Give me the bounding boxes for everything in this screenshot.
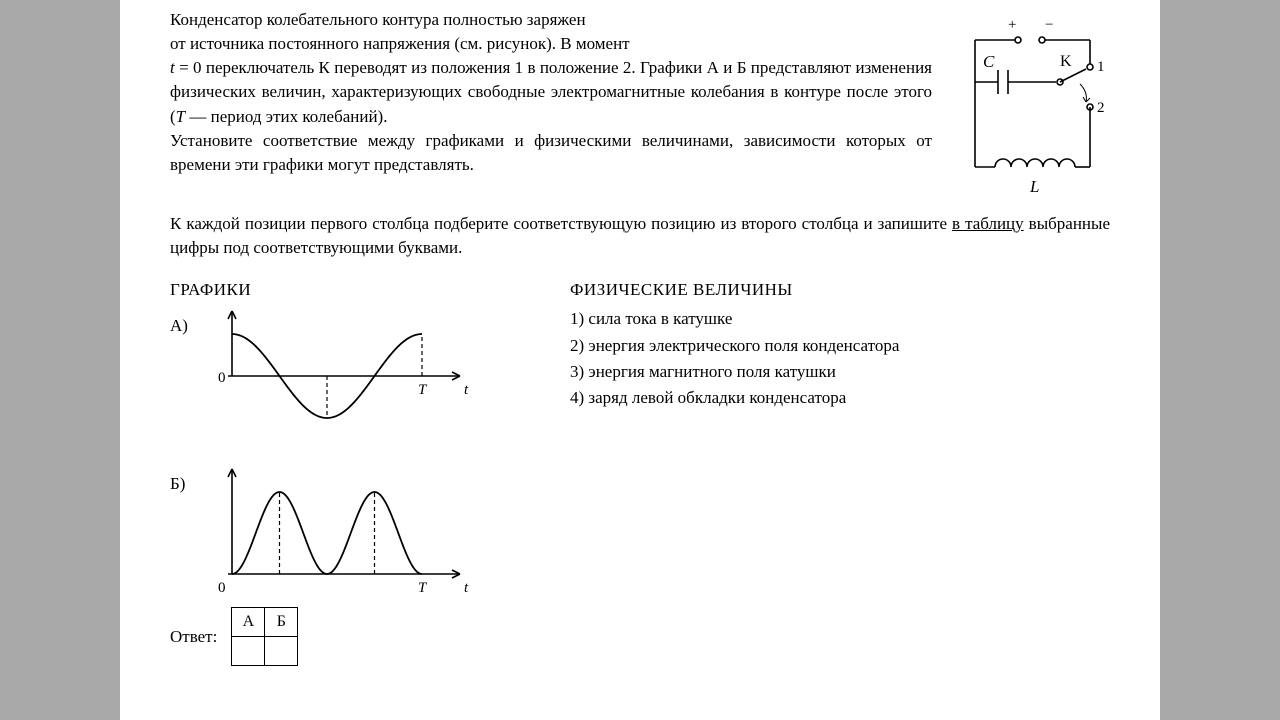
graph-b-block: Б) 0 Tt (170, 464, 530, 599)
answer-table: А Б (231, 607, 298, 666)
plus-sign: + (1008, 17, 1016, 33)
graph-a-block: А) 0 Tt (170, 306, 530, 456)
circuit-svg: + − C K (960, 12, 1110, 202)
quantities-heading: ФИЗИЧЕСКИЕ ВЕЛИЧИНЫ (570, 280, 1110, 300)
quantity-2: 2) энергия электрического поля конденсат… (570, 333, 1110, 359)
p1-rest: Установите соответствие между графиками … (170, 131, 932, 174)
answer-label: Ответ: (170, 627, 217, 647)
svg-text:t: t (464, 580, 469, 596)
ans-cell-b[interactable] (265, 637, 298, 666)
svg-text:t: t (464, 382, 469, 398)
graphs-column: ГРАФИКИ А) 0 Tt Б) 0 Tt Ответ: А Б (170, 264, 530, 666)
minus-sign: − (1045, 17, 1053, 33)
paragraph-2: К каждой позиции первого столбца подбери… (170, 212, 1110, 260)
svg-text:T: T (418, 580, 428, 596)
paragraph-1: Конденсатор колебательного контура полно… (170, 8, 932, 177)
quantity-3: 3) энергия магнитного поля катушки (570, 359, 1110, 385)
l-label: L (1029, 177, 1039, 196)
problem-text: Конденсатор колебательного контура полно… (170, 8, 932, 202)
k-label: K (1060, 53, 1072, 70)
graph-b-label: Б) (170, 464, 194, 599)
content-row: ГРАФИКИ А) 0 Tt Б) 0 Tt Ответ: А Б (170, 264, 1110, 666)
p1-line2: от источника постоянного напряжения (см.… (170, 34, 630, 53)
quantity-1: 1) сила тока в катушке (570, 306, 1110, 332)
c-label: C (983, 52, 995, 71)
ans-cell-a[interactable] (232, 637, 265, 666)
ans-head-a: А (232, 608, 265, 637)
p1-T: T (176, 107, 185, 126)
graphs-heading: ГРАФИКИ (170, 280, 530, 300)
p2-a: К каждой позиции первого столбца подбери… (170, 214, 952, 233)
p1-after-T: — период этих колебаний). (185, 107, 387, 126)
graph-a-label: А) (170, 306, 194, 456)
one-label: 1 (1097, 59, 1105, 75)
quantities-column: ФИЗИЧЕСКИЕ ВЕЛИЧИНЫ 1) сила тока в катуш… (570, 264, 1110, 666)
svg-text:0: 0 (218, 580, 226, 596)
p2-u: в таблицу (952, 214, 1024, 233)
two-label: 2 (1097, 100, 1105, 116)
p1-line1: Конденсатор колебательного контура полно… (170, 10, 586, 29)
graph-b-svg: 0 Tt (202, 464, 482, 599)
graph-a-svg: 0 Tt (202, 306, 482, 456)
quantities-list: 1) сила тока в катушке 2) энергия электр… (570, 306, 1110, 411)
top-row: Конденсатор колебательного контура полно… (170, 8, 1110, 202)
page: Конденсатор колебательного контура полно… (120, 0, 1160, 720)
answer-row: Ответ: А Б (170, 607, 530, 666)
svg-text:T: T (418, 382, 428, 398)
quantity-4: 4) заряд левой обкладки конденсатора (570, 385, 1110, 411)
circuit-diagram: + − C K (960, 8, 1110, 202)
svg-text:0: 0 (218, 370, 226, 386)
ans-head-b: Б (265, 608, 298, 637)
